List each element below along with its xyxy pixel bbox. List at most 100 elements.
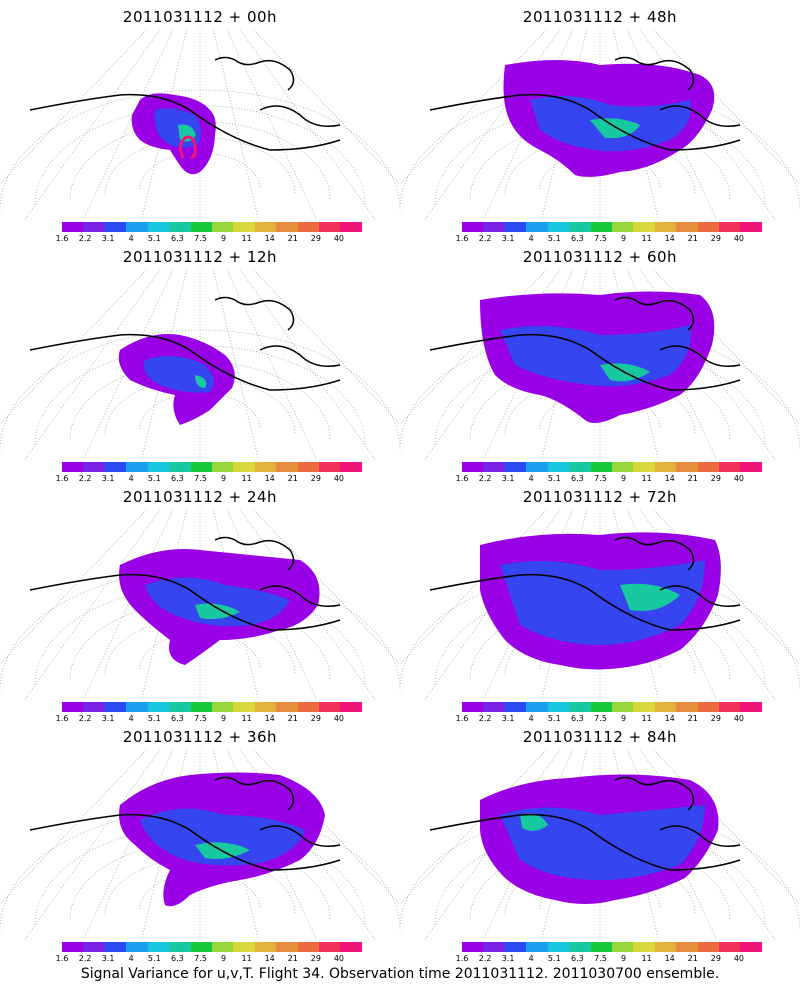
colorbar-tick-label: 1.6	[55, 714, 69, 723]
colorbar-swatch	[83, 702, 105, 712]
colorbar-tick-label: 9	[220, 234, 227, 243]
colorbar-ticks: 1.6 2.2 3.1 4 5.1 6.3 7.5 9 11 14 21 29 40	[452, 474, 772, 484]
colorbar-tick-label: 21	[287, 474, 298, 483]
panel-title: 2011031112 + 36h	[122, 728, 278, 746]
colorbar-swatch	[126, 222, 148, 232]
colorbar	[62, 462, 362, 474]
coastline	[429, 93, 741, 151]
map-panel: 2011031112 + 72h 1.6 2.2 3.1 4 5.1 6.3 7.5 9 11 14…	[400, 480, 800, 723]
field-core	[520, 813, 548, 831]
colorbar-swatch	[676, 462, 698, 472]
colorbar-swatch	[697, 222, 720, 232]
colorbar-tick-label: 11	[241, 234, 252, 243]
colorbar-tick-label: 1.6	[455, 234, 469, 243]
colorbar-swatch	[104, 942, 127, 952]
colorbar-swatch	[719, 222, 741, 232]
colorbar-tick-label: 29	[310, 954, 321, 963]
colorbar-swatch	[569, 702, 591, 712]
colorbar-swatch	[633, 942, 655, 952]
colorbar-tick-label: 6.3	[171, 714, 184, 723]
polar-map	[0, 269, 400, 460]
colorbar-tick-label: 4	[528, 474, 534, 483]
field-core	[195, 603, 240, 620]
colorbar-tick-label: 9	[220, 954, 227, 963]
colorbar-tick-label: 29	[710, 714, 721, 723]
colorbar-tick-label: 9	[220, 474, 227, 483]
colorbar-swatch	[740, 702, 762, 712]
colorbar-tick-label: 3.1	[501, 714, 515, 723]
colorbar-swatch	[654, 702, 677, 712]
coastline	[214, 536, 295, 571]
map-panel: 2011031112 + 84h 1.6 2.2 3.1 4 5.1 6.3 7.5 9 11 14…	[400, 720, 800, 963]
colorbar-tick-label: 6.3	[171, 474, 184, 483]
colorbar-tick-label: 11	[641, 474, 652, 483]
colorbar-swatch	[147, 942, 170, 952]
colorbar-swatch	[633, 222, 655, 232]
colorbar-tick-label: 4	[128, 954, 134, 963]
field-peak	[178, 135, 197, 160]
colorbar-swatch	[190, 222, 212, 232]
colorbar-tick-label: 3.1	[101, 234, 115, 243]
colorbar-tick-label: 1.6	[455, 714, 469, 723]
colorbar-swatch	[126, 942, 148, 952]
polar-map	[0, 749, 400, 940]
colorbar-tick-label: 1.6	[55, 234, 69, 243]
colorbar-swatch	[190, 462, 212, 472]
colorbar-swatch	[569, 942, 591, 952]
coastline	[214, 776, 295, 811]
colorbar-tick-label: 4	[128, 234, 134, 243]
coastline	[29, 813, 341, 871]
colorbar-ticks: 1.6 2.2 3.1 4 5.1 6.3 7.5 9 11 14 21 29 40	[52, 474, 372, 484]
colorbar-tick-label: 6.3	[571, 474, 584, 483]
polar-map	[400, 29, 800, 220]
colorbar-swatch	[740, 942, 762, 952]
colorbar-swatch	[590, 462, 612, 472]
colorbar-tick-label: 5.1	[547, 954, 561, 963]
colorbar-tick-label: 6.3	[571, 234, 584, 243]
colorbar-swatch	[233, 462, 255, 472]
colorbar-swatch	[633, 702, 655, 712]
colorbar-tick-label: 7.5	[194, 954, 207, 963]
colorbar-tick-label: 14	[664, 714, 675, 723]
colorbar-swatch	[233, 702, 255, 712]
colorbar	[62, 702, 362, 714]
map-panel: 2011031112 + 60h 1.6 2.2 3.1 4 5.1 6.3 7.5 9 11 14…	[400, 240, 800, 483]
colorbar-tick-label: 7.5	[594, 234, 607, 243]
colorbar-swatch	[169, 462, 191, 472]
panel-title: 2011031112 + 24h	[122, 488, 278, 506]
polar-map	[400, 749, 800, 940]
coastline	[429, 813, 741, 871]
colorbar-swatch	[297, 222, 320, 232]
colorbar-tick-label: 6.3	[171, 234, 184, 243]
map-panel: 2011031112 + 48h 1.6 2.2 3.1 4 5.1 6.3 7.5 9 11 14…	[400, 0, 800, 243]
colorbar-tick-label: 3.1	[501, 474, 515, 483]
colorbar	[462, 702, 762, 714]
colorbar-tick-label: 3.1	[101, 714, 115, 723]
colorbar-swatch	[211, 222, 234, 232]
colorbar-swatch	[211, 942, 234, 952]
colorbar-swatch	[462, 942, 484, 952]
colorbar-swatch	[719, 702, 741, 712]
colorbar-tick-label: 14	[264, 714, 275, 723]
polar-map	[400, 509, 800, 700]
colorbar-tick-label: 6.3	[571, 954, 584, 963]
field-core	[620, 583, 680, 611]
colorbar-swatch	[233, 222, 255, 232]
colorbar-tick-label: 21	[287, 714, 298, 723]
colorbar-tick-label: 40	[333, 234, 345, 243]
colorbar-tick-label: 40	[733, 234, 745, 243]
colorbar-swatch	[569, 222, 591, 232]
figure-caption: Signal Variance for u,v,T. Flight 34. Ob…	[80, 966, 720, 982]
colorbar-tick-label: 40	[733, 714, 745, 723]
colorbar-swatch	[297, 702, 320, 712]
colorbar-swatch	[483, 702, 505, 712]
colorbar-tick-label: 4	[528, 234, 534, 243]
panel-title: 2011031112 + 60h	[522, 248, 678, 266]
colorbar-swatch	[740, 462, 762, 472]
colorbar-tick-label: 4	[528, 714, 534, 723]
panel-title: 2011031112 + 84h	[522, 728, 678, 746]
coastline	[429, 333, 741, 391]
colorbar-tick-label: 2.2	[478, 954, 492, 963]
colorbar-swatch	[62, 942, 84, 952]
colorbar-swatch	[276, 462, 298, 472]
